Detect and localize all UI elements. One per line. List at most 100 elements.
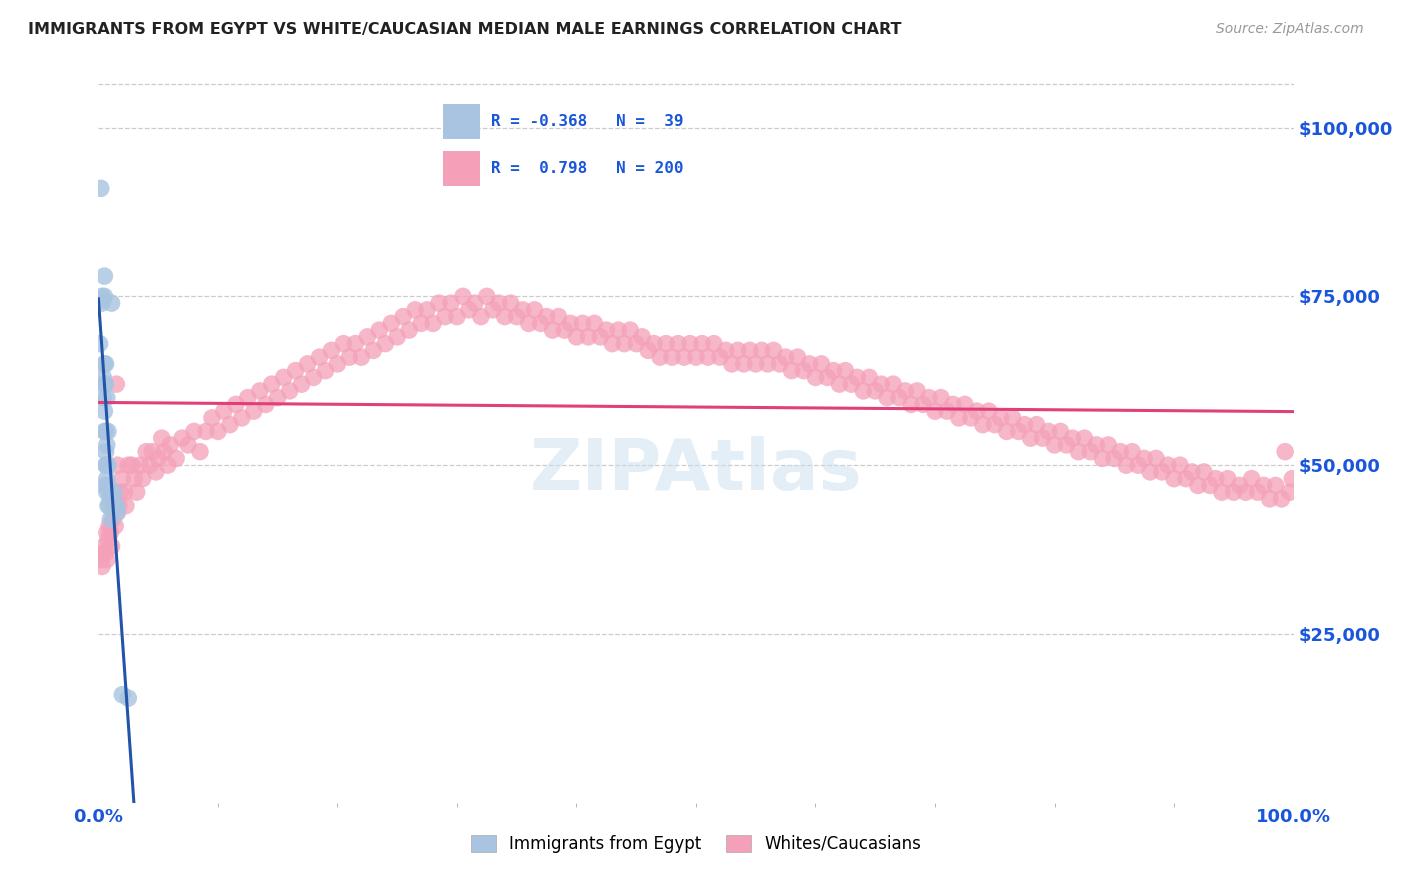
Point bbox=[929, 391, 952, 405]
Point bbox=[374, 336, 396, 351]
Point bbox=[727, 343, 749, 358]
Point bbox=[94, 458, 117, 472]
Point bbox=[1157, 458, 1180, 472]
Point bbox=[91, 370, 114, 384]
Point bbox=[326, 357, 349, 371]
Point bbox=[602, 336, 624, 351]
Point bbox=[924, 404, 946, 418]
Point bbox=[93, 269, 115, 284]
Point bbox=[243, 404, 266, 418]
Point bbox=[98, 525, 122, 540]
Point bbox=[541, 323, 564, 337]
Point bbox=[98, 512, 122, 526]
Point bbox=[977, 404, 1000, 418]
Point bbox=[1121, 444, 1143, 458]
Point bbox=[398, 323, 420, 337]
Point bbox=[93, 539, 115, 553]
Point bbox=[458, 302, 481, 317]
Point bbox=[115, 499, 138, 513]
Point bbox=[380, 317, 402, 331]
Point bbox=[1032, 431, 1054, 445]
Point bbox=[768, 357, 790, 371]
Point bbox=[392, 310, 415, 324]
Point bbox=[1278, 485, 1301, 500]
Point bbox=[94, 425, 117, 439]
Point bbox=[1223, 485, 1246, 500]
Point bbox=[111, 688, 134, 702]
Point bbox=[356, 330, 378, 344]
Point bbox=[894, 384, 917, 398]
Point bbox=[94, 357, 117, 371]
Point bbox=[105, 377, 128, 392]
Point bbox=[966, 404, 988, 418]
Point bbox=[721, 357, 744, 371]
Point bbox=[94, 444, 117, 458]
Point bbox=[97, 458, 120, 472]
Text: R = -0.368   N =  39: R = -0.368 N = 39 bbox=[491, 114, 683, 128]
Point bbox=[103, 499, 125, 513]
Point bbox=[1211, 485, 1233, 500]
Point bbox=[1049, 425, 1071, 439]
Point bbox=[159, 438, 181, 452]
Point bbox=[1187, 478, 1209, 492]
Point bbox=[97, 425, 120, 439]
Point bbox=[101, 512, 124, 526]
Point bbox=[536, 310, 558, 324]
Point bbox=[90, 181, 112, 195]
Point bbox=[212, 404, 235, 418]
Point bbox=[1008, 425, 1031, 439]
Point bbox=[434, 310, 457, 324]
Point bbox=[523, 302, 546, 317]
Point bbox=[183, 425, 205, 439]
Point bbox=[1080, 444, 1102, 458]
Point bbox=[98, 485, 121, 500]
Point bbox=[207, 425, 229, 439]
Point bbox=[107, 505, 129, 519]
Point bbox=[93, 404, 115, 418]
Point bbox=[882, 377, 904, 392]
Point bbox=[1019, 431, 1042, 445]
Point bbox=[96, 472, 118, 486]
Point bbox=[1175, 472, 1198, 486]
Point bbox=[1025, 417, 1047, 432]
Point bbox=[89, 336, 111, 351]
Point bbox=[1168, 458, 1191, 472]
Point bbox=[1062, 431, 1084, 445]
Point bbox=[517, 317, 540, 331]
Point bbox=[499, 296, 522, 310]
Point bbox=[91, 559, 114, 574]
Point bbox=[93, 357, 115, 371]
Point bbox=[984, 417, 1007, 432]
Point bbox=[1163, 472, 1185, 486]
Point bbox=[936, 404, 959, 418]
Point bbox=[948, 411, 970, 425]
Text: R =  0.798   N = 200: R = 0.798 N = 200 bbox=[491, 161, 683, 176]
Point bbox=[104, 519, 127, 533]
Point bbox=[98, 499, 121, 513]
Point bbox=[93, 377, 115, 392]
Point bbox=[709, 350, 731, 364]
Point bbox=[673, 350, 696, 364]
Legend: Immigrants from Egypt, Whites/Caucasians: Immigrants from Egypt, Whites/Caucasians bbox=[464, 828, 928, 860]
Point bbox=[97, 478, 120, 492]
Point bbox=[103, 485, 125, 500]
Point bbox=[177, 438, 200, 452]
Point bbox=[93, 289, 115, 303]
Point bbox=[332, 336, 354, 351]
Point bbox=[780, 364, 803, 378]
Bar bbox=[443, 151, 479, 186]
Point bbox=[91, 546, 114, 560]
Point bbox=[918, 391, 941, 405]
Point bbox=[865, 384, 887, 398]
Point bbox=[231, 411, 253, 425]
Point bbox=[1240, 472, 1263, 486]
Point bbox=[911, 397, 934, 411]
Point bbox=[685, 350, 707, 364]
Text: Source: ZipAtlas.com: Source: ZipAtlas.com bbox=[1216, 22, 1364, 37]
Point bbox=[117, 691, 139, 706]
Point bbox=[131, 472, 153, 486]
Point bbox=[368, 323, 391, 337]
Point bbox=[94, 377, 117, 392]
Point bbox=[201, 411, 224, 425]
Point bbox=[697, 350, 720, 364]
